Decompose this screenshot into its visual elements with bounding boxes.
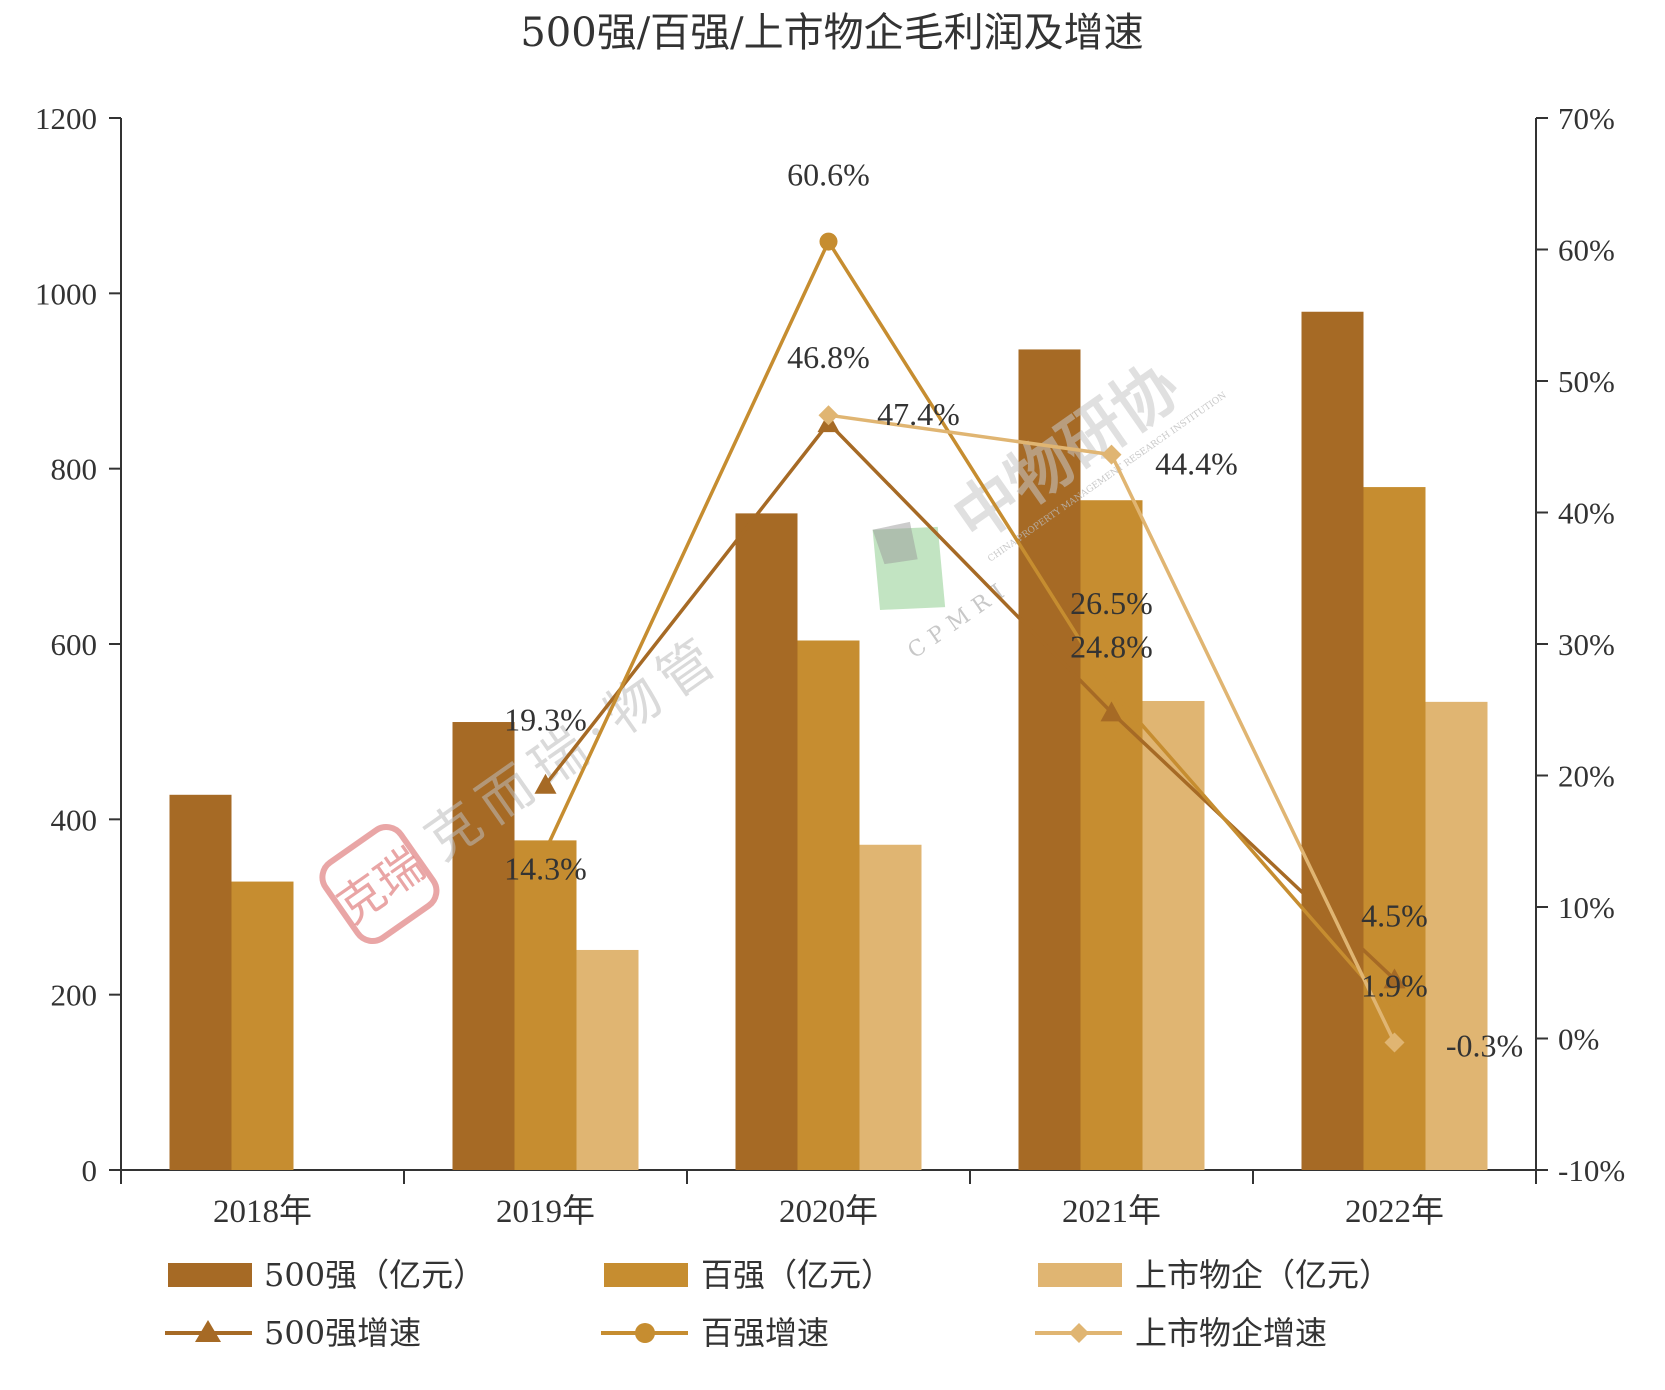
legend-label-100: 百强（亿元） <box>701 1256 893 1294</box>
bar <box>1080 500 1143 1170</box>
right-tick-label: 40% <box>1558 496 1615 531</box>
right-tick-label: 70% <box>1558 101 1615 136</box>
legend: 500强（亿元） 百强（亿元） 上市物企（亿元） 500强增速 百强增速 上市物… <box>165 1256 1391 1352</box>
bar <box>1301 311 1364 1170</box>
chart-title: 500强/百强/上市物企毛利润及增速 <box>520 10 1143 56</box>
legend-triangle-marker-icon <box>195 1320 221 1342</box>
bar <box>576 949 639 1170</box>
legend-label-growth-500: 500强增速 <box>264 1314 421 1352</box>
legend-circle-marker-icon <box>635 1323 655 1343</box>
bar <box>1363 487 1426 1170</box>
series-line <box>544 420 1396 981</box>
data-label: 19.3% <box>504 702 587 738</box>
triangle-point <box>534 773 557 794</box>
legend-swatch-500 <box>168 1263 252 1287</box>
triangle-point <box>1383 968 1406 989</box>
bars <box>169 311 1488 1170</box>
right-tick-label: 60% <box>1558 233 1615 268</box>
diamond-point <box>818 405 839 426</box>
left-tick-label: 1000 <box>35 276 97 311</box>
right-tick-label: 10% <box>1558 890 1615 925</box>
legend-diamond-marker-icon <box>1069 1323 1089 1343</box>
legend-label-listed: 上市物企（亿元） <box>1135 1256 1391 1294</box>
right-tick-label: 20% <box>1558 759 1615 794</box>
data-label: 14.3% <box>504 850 587 886</box>
left-tick-label: 400 <box>51 802 98 837</box>
triangle-point <box>1100 701 1123 722</box>
circle-point <box>819 232 838 251</box>
bar <box>169 794 232 1170</box>
right-tick-label: 50% <box>1558 364 1615 399</box>
left-tick-label: 1200 <box>35 101 97 136</box>
bar <box>1142 700 1205 1170</box>
legend-label-500: 500强（亿元） <box>264 1256 485 1294</box>
legend-swatch-100 <box>604 1263 688 1287</box>
x-tick-label: 2018年 <box>213 1193 312 1230</box>
circle-point <box>536 841 555 860</box>
x-tick-label: 2019年 <box>496 1193 595 1230</box>
circle-point <box>1385 1004 1404 1023</box>
series-line <box>543 237 1396 1015</box>
data-label: 26.5% <box>1070 585 1153 621</box>
x-tick-label: 2022年 <box>1345 1193 1444 1230</box>
bar <box>1425 701 1488 1170</box>
bar <box>1018 349 1081 1170</box>
bar <box>514 840 577 1170</box>
kr-seal-icon <box>319 824 440 945</box>
left-tick-label: 600 <box>51 627 98 662</box>
bar <box>231 881 294 1170</box>
left-tick-label: 0 <box>82 1153 98 1188</box>
data-label: 24.8% <box>1070 628 1153 664</box>
growth-lines <box>534 232 1406 1053</box>
data-label: 47.4% <box>877 396 960 432</box>
data-label: 46.8% <box>787 339 870 375</box>
bar <box>452 722 515 1170</box>
data-labels: 19.3% 46.8% 24.8% 4.5% 14.3% 60.6% 26.5% 1.9% 47… <box>504 157 1523 1064</box>
x-tick-label: 2021年 <box>1062 1193 1161 1230</box>
left-tick-label: 800 <box>51 452 98 487</box>
axes: 0 200 400 600 800 1000 1200 -10% 0% 10% 20% 30% 40% 5… <box>35 101 1625 1230</box>
legend-label-growth-100: 百强增速 <box>701 1314 829 1352</box>
right-tick-label: 0% <box>1558 1022 1599 1057</box>
right-tick-label: 30% <box>1558 627 1615 662</box>
cpmri-logo-shade-icon <box>872 521 918 565</box>
diamond-point <box>1384 1032 1405 1053</box>
data-label: -0.3% <box>1446 1027 1523 1063</box>
diamond-point <box>1101 444 1122 465</box>
data-label: 60.6% <box>787 157 870 193</box>
legend-label-growth-listed: 上市物企增速 <box>1135 1314 1327 1352</box>
data-label: 4.5% <box>1361 897 1428 933</box>
circle-point <box>1102 681 1121 700</box>
data-label: 1.9% <box>1361 968 1428 1004</box>
data-label: 44.4% <box>1155 446 1238 482</box>
x-tick-label: 2020年 <box>779 1193 878 1230</box>
legend-swatch-listed <box>1038 1263 1122 1287</box>
right-tick-label: -10% <box>1558 1153 1625 1188</box>
bar <box>735 513 798 1170</box>
bar <box>859 844 922 1170</box>
left-tick-label: 200 <box>51 978 98 1013</box>
bar <box>797 640 860 1170</box>
